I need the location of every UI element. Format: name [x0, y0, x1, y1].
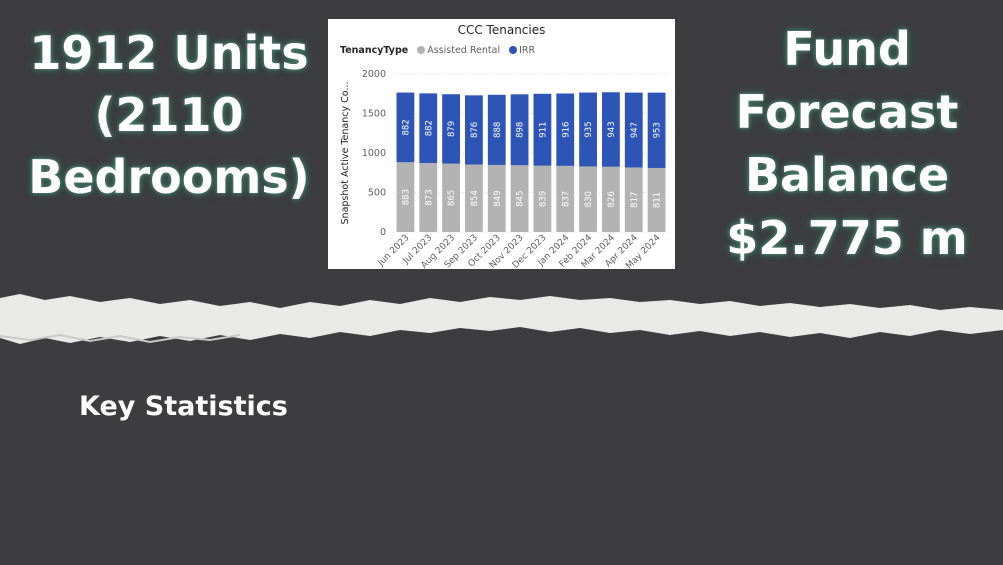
tenancies-chart: CCC Tenancies TenancyType Assisted Renta…: [328, 19, 675, 269]
bar-assisted-rental: [533, 165, 552, 232]
y-tick-label: 1500: [362, 109, 386, 120]
data-label-irr: 947: [630, 122, 640, 138]
bar-assisted-rental: [442, 163, 460, 232]
bar-irr: [396, 92, 415, 163]
y-tick-label: 0: [380, 227, 386, 238]
bar-irr: [579, 92, 597, 167]
units-count: 1912 Units: [29, 26, 309, 80]
bar-irr: [442, 94, 460, 164]
chart-legend: TenancyType Assisted Rental IRR: [340, 45, 535, 56]
forecast-label: Forecast: [735, 85, 959, 139]
legend-swatch-assisted-rental: [417, 46, 426, 54]
data-label-assisted-rental: 811: [653, 192, 663, 208]
section-heading: Key Statistics: [79, 391, 288, 422]
bar-assisted-rental: [510, 165, 529, 232]
data-label-assisted-rental: 873: [424, 189, 434, 205]
bar-assisted-rental: [579, 166, 597, 232]
data-label-irr: 943: [607, 121, 617, 137]
bar-irr: [647, 92, 666, 168]
data-label-irr: 876: [470, 122, 480, 138]
legend-label-assisted-rental: Assisted Rental: [427, 45, 501, 56]
data-label-assisted-rental: 826: [607, 191, 617, 207]
bedrooms-label: Bedrooms): [28, 150, 310, 204]
bar-irr: [419, 93, 438, 164]
bar-irr: [556, 93, 575, 166]
data-label-irr: 953: [653, 122, 663, 138]
data-label-assisted-rental: 845: [516, 191, 526, 207]
chart-plot: 0 500 1000 1500 2000 Snapshot Active Tenancy …: [340, 69, 668, 269]
bar-assisted-rental: [487, 164, 506, 232]
data-label-irr: 882: [424, 120, 434, 136]
data-label-irr: 916: [561, 122, 571, 138]
bar-irr: [624, 92, 643, 168]
data-label-assisted-rental: 865: [447, 190, 457, 206]
legend-label-irr: IRR: [519, 45, 536, 56]
bar-assisted-rental: [465, 164, 483, 232]
y-tick-label: 2000: [362, 69, 386, 80]
data-label-irr: 888: [493, 122, 503, 138]
bar-assisted-rental: [647, 167, 666, 232]
balance-label: Balance: [744, 148, 950, 202]
data-label-assisted-rental: 883: [401, 189, 411, 205]
bar-irr: [533, 93, 552, 166]
units-statistic: 1912 Units (2110 Bedrooms): [10, 22, 328, 208]
data-label-assisted-rental: 837: [561, 191, 571, 207]
y-axis-label: Snapshot Active Tenancy Co...: [340, 82, 351, 225]
data-label-assisted-rental: 849: [493, 190, 503, 206]
bar-assisted-rental: [396, 162, 415, 232]
data-label-irr: 882: [401, 119, 411, 135]
data-label-assisted-rental: 854: [470, 190, 480, 206]
bar-assisted-rental: [556, 165, 575, 232]
data-label-assisted-rental: 839: [538, 191, 548, 207]
bar-irr: [487, 94, 506, 165]
data-label-assisted-rental: 817: [630, 192, 640, 208]
data-label-irr: 898: [516, 122, 526, 138]
y-tick-label: 500: [368, 188, 386, 199]
torn-paper-divider: [0, 294, 1003, 344]
chart-title: CCC Tenancies: [457, 23, 546, 37]
bedrooms-count: (2110: [94, 88, 244, 142]
bar-irr: [602, 92, 620, 167]
data-label-irr: 935: [584, 121, 594, 137]
y-tick-label: 1000: [362, 148, 386, 159]
data-label-irr: 879: [447, 121, 457, 137]
bar-assisted-rental: [419, 163, 438, 232]
data-label-assisted-rental: 830: [584, 191, 594, 207]
legend-title: TenancyType: [340, 45, 409, 56]
bar-assisted-rental: [624, 167, 643, 232]
data-label-irr: 911: [538, 122, 548, 138]
fund-balance-statistic: Fund Forecast Balance $2.775 m: [712, 18, 982, 270]
balance-amount: $2.775 m: [726, 211, 968, 265]
legend-swatch-irr: [509, 46, 518, 54]
bar-assisted-rental: [602, 166, 620, 232]
fund-label: Fund: [783, 22, 911, 76]
bar-irr: [510, 94, 529, 166]
bar-irr: [465, 95, 483, 165]
